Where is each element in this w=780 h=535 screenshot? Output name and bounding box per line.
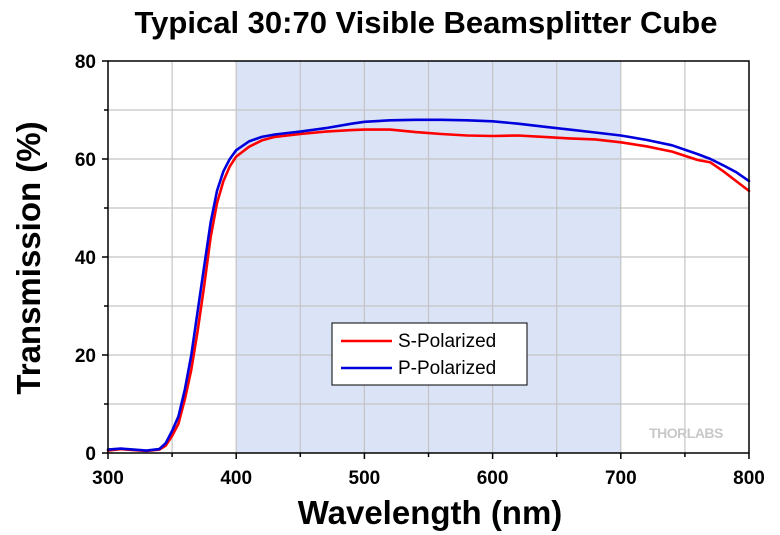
legend: S-Polarized P-Polarized xyxy=(331,322,528,386)
series-line-s-polarized xyxy=(106,128,751,453)
y-tick-label: 60 xyxy=(75,150,96,171)
x-tick-label: 400 xyxy=(220,468,252,489)
y-tick-label: 80 xyxy=(75,52,96,73)
tick-labels: 300 400 500 600 700 800 0 20 40 60 80 xyxy=(75,52,765,489)
axis-ticks xyxy=(102,60,750,459)
series-line-p-polarized xyxy=(106,118,751,452)
y-tick-label: 40 xyxy=(75,248,96,269)
x-tick-label: 300 xyxy=(92,468,124,489)
legend-label-s-polarized: S-Polarized xyxy=(398,331,496,352)
x-tick-label: 800 xyxy=(733,468,765,489)
y-tick-label: 0 xyxy=(85,444,96,465)
y-axis-label: Transmission (%) xyxy=(10,121,47,394)
x-tick-label: 700 xyxy=(605,468,637,489)
y-tick-label: 20 xyxy=(75,346,96,367)
legend-box xyxy=(331,322,528,386)
x-tick-label: 500 xyxy=(349,468,381,489)
x-axis-label: Wavelength (nm) xyxy=(298,494,563,531)
x-tick-label: 600 xyxy=(477,468,509,489)
legend-label-p-polarized: P-Polarized xyxy=(398,358,496,379)
series-layer xyxy=(106,118,751,453)
chart-title: Typical 30:70 Visible Beamsplitter Cube xyxy=(135,5,718,40)
thorlabs-watermark: THORLABS xyxy=(649,425,723,441)
